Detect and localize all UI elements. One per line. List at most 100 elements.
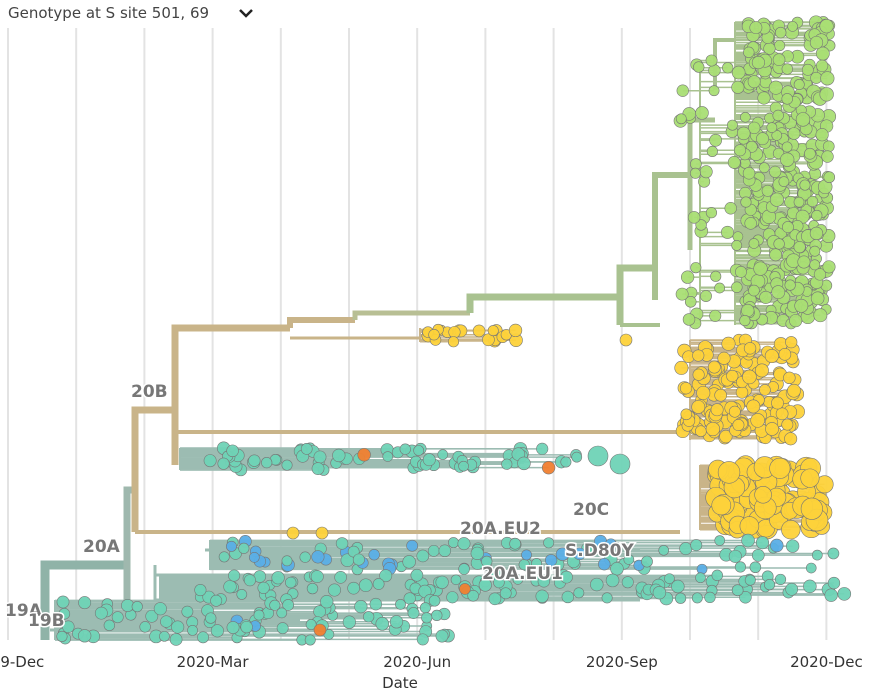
- clade-label: 20B: [131, 382, 168, 402]
- tip: [236, 589, 248, 600]
- tip: [675, 287, 689, 301]
- tip: [710, 403, 724, 417]
- tip: [757, 91, 771, 105]
- tip: [304, 634, 316, 646]
- tip: [573, 547, 586, 561]
- tip: [481, 555, 493, 568]
- branch: [652, 172, 690, 300]
- tip: [458, 563, 470, 575]
- tip: [732, 231, 744, 242]
- tip: [768, 80, 783, 95]
- clade-label: 19B: [28, 611, 65, 631]
- tip: [447, 336, 460, 348]
- tip: [813, 268, 827, 281]
- tip: [708, 85, 720, 97]
- tip: [352, 553, 365, 566]
- tip: [399, 443, 411, 455]
- x-tick-label: 2020-Mar: [177, 653, 250, 671]
- tip: [705, 207, 718, 219]
- tip: [517, 456, 531, 471]
- tip: [203, 454, 217, 468]
- tip: [749, 561, 762, 574]
- tip: [800, 497, 823, 520]
- tip: [769, 457, 791, 479]
- tip: [759, 290, 773, 304]
- tip: [62, 620, 75, 633]
- tip: [690, 262, 702, 274]
- tip: [488, 592, 502, 606]
- tip: [169, 633, 183, 646]
- tip: [761, 184, 774, 197]
- labels: 2019-Dec 2020-Mar 2020-Jun 2020-Sep 2020-Dec…: [0, 381, 863, 688]
- tip: [759, 384, 771, 396]
- tip: [731, 80, 745, 94]
- clade-label: 20A.EU2: [460, 519, 541, 539]
- tip: [619, 333, 633, 347]
- tip: [652, 585, 667, 600]
- tip: [676, 84, 689, 97]
- tip: [695, 219, 707, 231]
- tip: [508, 323, 523, 338]
- tip: [748, 121, 761, 135]
- tip: [573, 587, 585, 599]
- tip: [809, 245, 821, 257]
- tip: [623, 554, 635, 565]
- x-tick-label: 2019-Dec: [0, 653, 44, 671]
- tip: [395, 598, 406, 610]
- tip: [742, 167, 756, 180]
- tip: [744, 217, 757, 230]
- tip: [450, 574, 462, 586]
- tip: [248, 454, 261, 467]
- tip: [736, 126, 751, 141]
- tip: [722, 62, 734, 74]
- tip: [786, 539, 800, 553]
- tip: [375, 617, 390, 631]
- branch: [616, 264, 655, 325]
- tip: [225, 540, 237, 552]
- tip: [159, 630, 170, 642]
- tip: [771, 285, 786, 300]
- tip: [746, 399, 761, 414]
- tip: [781, 93, 793, 105]
- tip: [801, 63, 814, 76]
- tip: [766, 122, 778, 133]
- tip: [781, 141, 793, 153]
- tip: [815, 128, 829, 142]
- tip: [809, 259, 821, 271]
- tip: [403, 592, 416, 605]
- tip: [544, 554, 558, 567]
- tip: [694, 425, 707, 438]
- tip: [719, 429, 733, 444]
- tip: [257, 581, 270, 594]
- tip: [419, 602, 431, 614]
- tip: [819, 19, 834, 34]
- tip: [770, 538, 784, 553]
- tip: [795, 112, 811, 127]
- tip: [820, 71, 835, 86]
- tip: [604, 538, 617, 551]
- tip: [205, 612, 217, 624]
- tip: [311, 550, 325, 564]
- tip: [512, 574, 524, 585]
- color-by-title[interactable]: Genotype at S site 501, 69: [8, 4, 209, 22]
- tip: [187, 625, 198, 636]
- tip: [359, 578, 373, 593]
- tip: [682, 313, 696, 326]
- tip: [691, 592, 703, 604]
- tip: [781, 519, 801, 540]
- tip: [739, 315, 751, 327]
- tip: [313, 450, 327, 464]
- tip: [754, 485, 772, 504]
- tip: [286, 526, 300, 540]
- tip: [218, 551, 230, 563]
- tip: [410, 568, 424, 582]
- tip: [811, 549, 823, 561]
- tip: [413, 445, 425, 456]
- tip: [679, 382, 693, 395]
- tip: [720, 225, 735, 239]
- tip: [609, 453, 631, 475]
- tip: [809, 226, 824, 240]
- tip: [764, 349, 779, 364]
- dropdown-chevron[interactable]: [239, 9, 253, 18]
- tip: [769, 248, 783, 262]
